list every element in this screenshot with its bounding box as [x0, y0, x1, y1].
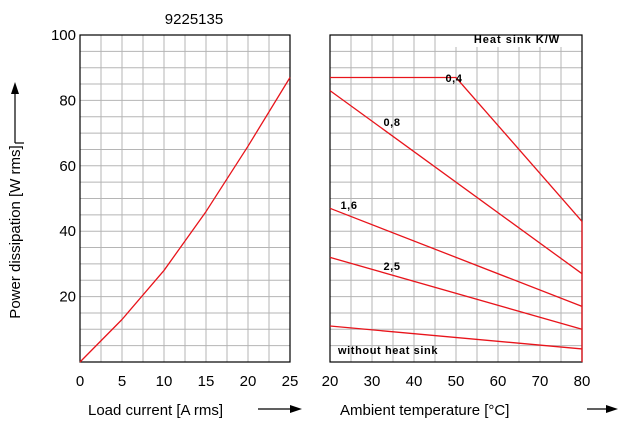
y-tick-label: 80 — [59, 92, 76, 109]
curve-label: 0,8 — [383, 117, 400, 129]
x-axis-label-left: Load current [A rms] — [88, 402, 223, 419]
x-tick-label-right: 20 — [322, 373, 339, 390]
chart-title: 9225135 — [165, 11, 223, 28]
x-tick-label-left: 10 — [156, 373, 173, 390]
series-line-heat-sink — [330, 76, 583, 222]
x-tick-label-right: 40 — [406, 373, 423, 390]
y-axis-label: Power dissipation [W rms] — [7, 145, 24, 318]
legend-title: Heat sink K/W — [474, 34, 560, 46]
x-tick-label-left: 0 — [76, 373, 84, 390]
curves — [79, 76, 583, 363]
series-line-load-current — [79, 77, 291, 363]
left-panel-frame — [79, 34, 291, 363]
curve-label: without heat sink — [337, 345, 438, 357]
y-tick-label: 60 — [59, 158, 76, 175]
y-axis-arrow-head — [11, 82, 19, 94]
x-axis-label-right: Ambient temperature [°C] — [340, 402, 509, 419]
x-tick-label-right: 30 — [364, 373, 381, 390]
legend-title-background — [455, 30, 579, 47]
x-tick-label-right: 50 — [448, 373, 465, 390]
x-tick-label-left: 20 — [240, 373, 257, 390]
y-tick-label: 40 — [59, 223, 76, 240]
curve-label: 0,4 — [445, 73, 462, 85]
y-tick-label: 100 — [51, 27, 76, 44]
right-panel-frame — [329, 34, 583, 363]
curve-label: 2,5 — [383, 261, 400, 273]
x-axis-arrow-head-left — [290, 405, 302, 413]
labels: 9225135 Heat sink K/W Power dissipation … — [7, 11, 560, 419]
x-tick-label-right: 60 — [490, 373, 507, 390]
series-line-heat-sink — [329, 325, 583, 350]
y-tick-label: 20 — [59, 289, 76, 306]
series-line-heat-sink — [329, 207, 583, 308]
x-tick-label-left: 25 — [282, 373, 299, 390]
curve-label: 1,6 — [340, 200, 357, 212]
x-tick-label-left: 15 — [198, 373, 215, 390]
series-line-heat-sink — [329, 256, 583, 330]
series-line-heat-sink — [329, 90, 583, 275]
x-tick-label-right: 70 — [532, 373, 549, 390]
x-axis-arrow-head-right — [606, 405, 618, 413]
tick-labels: 20 40 60 80 100 0 5 10 15 20 25 20 30 40 50 60 70 80 — [51, 27, 590, 390]
x-tick-label-right: 80 — [574, 373, 591, 390]
plot-frames — [79, 34, 583, 363]
grid — [80, 30, 582, 362]
x-tick-label-left: 5 — [118, 373, 126, 390]
axis-arrows — [11, 82, 618, 413]
